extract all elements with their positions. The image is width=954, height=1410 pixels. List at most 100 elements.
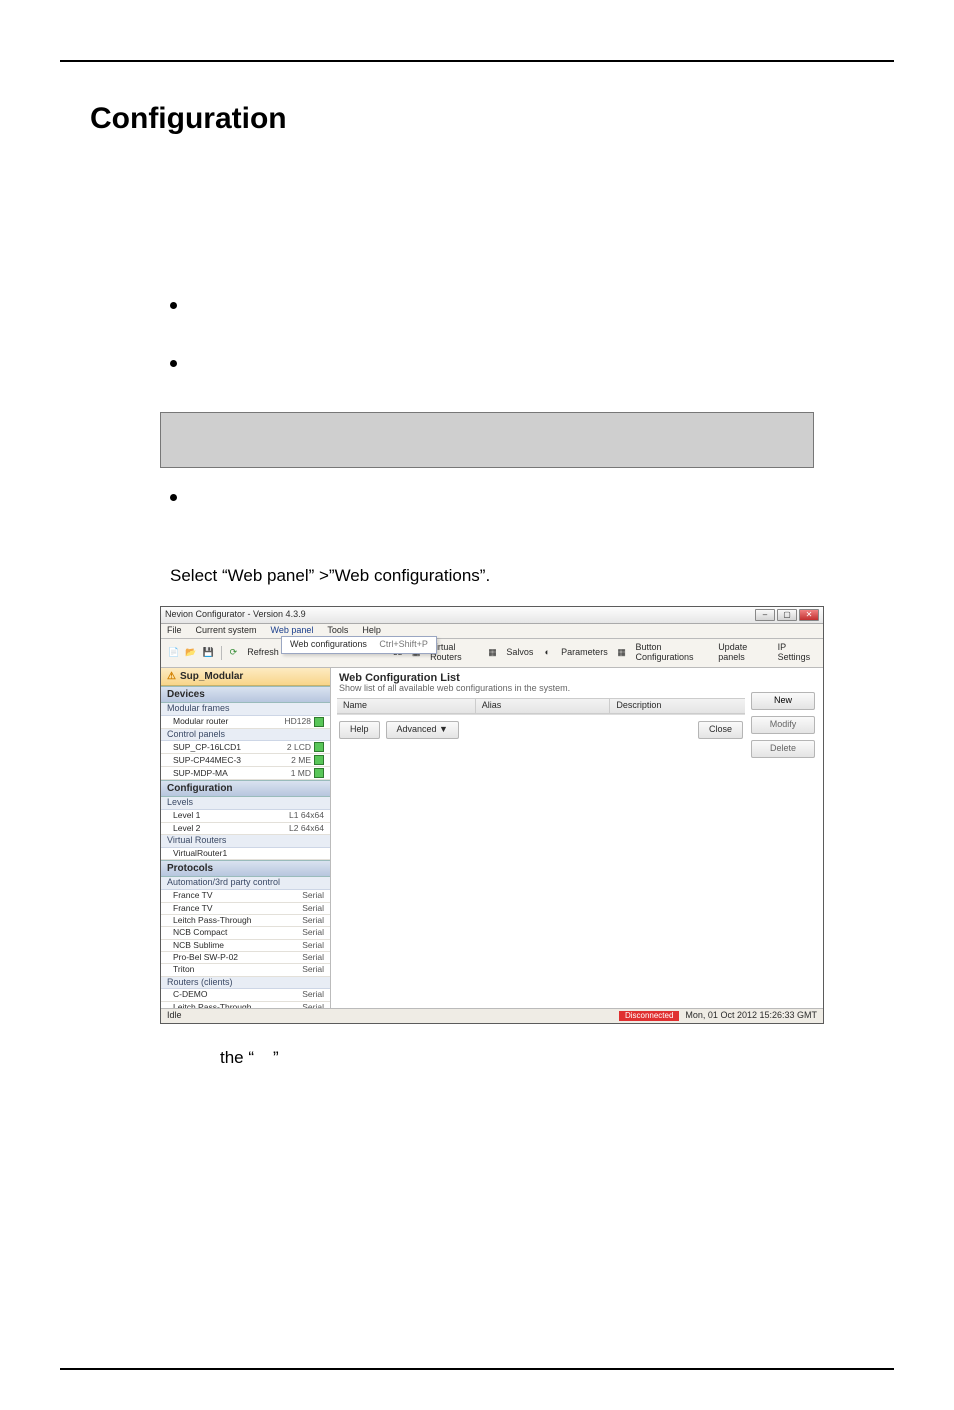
row-type: Serial [302,916,324,925]
menu-web-panel[interactable]: Web panel [271,626,314,636]
col-alias[interactable]: Alias [476,699,611,713]
app-body: ⚠ Sup_Modular Devices Modular frames Mod… [161,668,823,1008]
maximize-button[interactable]: ▢ [777,609,797,621]
row-name: SUP-MDP-MA [173,769,228,778]
table-row[interactable]: Level 1L1 64x64 [161,810,330,822]
menu-file[interactable]: File [167,626,182,636]
menu-help[interactable]: Help [362,626,381,636]
submenu-item[interactable]: Web configurations [290,639,367,649]
status-time: Mon, 01 Oct 2012 15:26:33 GMT [685,1011,817,1021]
pane-title: Web Configuration List [331,668,751,684]
toolbar-item[interactable]: Update panels [714,642,769,664]
status-disconnected: Disconnected [619,1011,679,1022]
pane-subtitle: Show list of all available web configura… [331,684,751,698]
main-pane: Web Configuration List Show list of all … [331,668,823,1008]
params-icon: ◐ [541,646,553,660]
grp-routers-clients[interactable]: Routers (clients) [161,977,330,990]
table-row[interactable]: Leitch Pass-Through Serial [161,915,330,927]
toolbar-item[interactable]: Parameters [557,647,612,659]
warning-icon: ⚠ [167,671,176,682]
close-pane-button[interactable]: Close [698,721,743,739]
table-row[interactable]: SUP_CP-16LCD1 2 LCD [161,741,330,754]
btncfg-icon: ▦ [616,646,628,660]
table-row[interactable]: TritonSerial [161,964,330,976]
toolbar-item[interactable]: IP Settings [774,642,817,664]
submenu-accel: Ctrl+Shift+P [379,639,428,649]
cat-devices[interactable]: Devices [161,686,330,703]
col-name[interactable]: Name [337,699,476,713]
row-type: Serial [302,1003,324,1008]
statusbar: Idle Disconnected Mon, 01 Oct 2012 15:26… [161,1008,823,1024]
row-type: HD128 [285,717,311,726]
row-name: C-DEMO [173,990,207,999]
modify-button[interactable]: Modify [751,716,815,734]
sb-row-modular-router[interactable]: Modular router HD128 [161,716,330,729]
refresh-icon[interactable]: ⟳ [227,646,239,660]
cat-protocols[interactable]: Protocols [161,860,330,877]
toolbar: 📄 📂 💾 ⟳ Refresh es ▦ Virtual Routers ▦ S… [161,639,823,668]
bullet-list-2 [170,488,864,516]
bullet-dot-icon [170,360,177,367]
grp-modular-frames[interactable]: Modular frames [161,703,330,716]
status-square-icon [314,755,324,765]
bullet-item [170,296,864,324]
page-content: Configuration Select “Web panel” >”Web c… [0,62,954,1068]
status-square-icon [314,717,324,727]
table-row[interactable]: Leitch Pass-ThroughSerial [161,1002,330,1008]
row-name: Leitch Pass-Through [173,916,251,925]
col-description[interactable]: Description [610,699,745,713]
advanced-button[interactable]: Advanced ▼ [386,721,459,739]
table-row[interactable]: C-DEMO Serial [161,989,330,1001]
grp-automation[interactable]: Automation/3rd party control [161,877,330,890]
row-type: 2 ME [291,756,311,765]
status-square-icon [314,742,324,752]
menu-current-system[interactable]: Current system [196,626,257,636]
table-row[interactable]: SUP-CP44MEC-32 ME [161,754,330,767]
table-row[interactable]: VirtualRouter1 [161,848,330,860]
save-icon[interactable]: 💾 [201,646,214,660]
table-row[interactable]: NCB CompactSerial [161,927,330,939]
delete-button[interactable]: Delete [751,740,815,758]
grp-control-panels[interactable]: Control panels [161,729,330,742]
status-square-icon [314,768,324,778]
footer-prefix: the “ [220,1048,254,1067]
row-name: Triton [173,965,194,974]
grp-virtual-routers[interactable]: Virtual Routers [161,835,330,848]
menu-tools[interactable]: Tools [327,626,348,636]
new-icon[interactable]: 📄 [167,646,180,660]
submenu-popup: Web configurations Ctrl+Shift+P [281,636,437,654]
table-row[interactable]: France TVSerial [161,890,330,902]
row-type: 2 LCD [287,743,311,752]
salvos-icon: ▦ [487,646,499,660]
table-row[interactable]: NCB SublimeSerial [161,940,330,952]
section-heading: Configuration [90,102,864,136]
toolbar-item[interactable]: Button Configurations [632,642,711,664]
refresh-label[interactable]: Refresh [243,647,283,659]
help-button[interactable]: Help [339,721,380,739]
new-button[interactable]: New [751,692,815,710]
close-button[interactable]: ✕ [799,609,819,621]
open-icon[interactable]: 📂 [184,646,197,660]
right-button-column: New Modify Delete [751,668,823,758]
cat-configuration[interactable]: Configuration [161,780,330,797]
grp-levels[interactable]: Levels [161,797,330,810]
row-type: L2 64x64 [289,824,324,833]
row-name: SUP_CP-16LCD1 [173,743,241,752]
toolbar-item[interactable]: Salvos [502,647,537,659]
row-name: France TV [173,904,213,913]
table-row[interactable]: Pro-Bel SW-P-02Serial [161,952,330,964]
table-row[interactable]: SUP-MDP-MA1 MD [161,767,330,780]
table-row[interactable]: Level 2L2 64x64 [161,823,330,835]
minimize-button[interactable]: – [755,609,775,621]
window-title: Nevion Configurator - Version 4.3.9 [165,610,306,620]
bottom-rule [60,1368,894,1370]
table-body-empty [337,714,745,715]
row-type: Serial [302,928,324,937]
row-type: L1 64x64 [289,811,324,820]
row-type: Serial [302,990,324,999]
row-type: Serial [302,953,324,962]
table-row[interactable]: France TVSerial [161,903,330,915]
row-type: Serial [302,891,324,900]
app-window: Nevion Configurator - Version 4.3.9 – ▢ … [160,606,824,1024]
footer-text: the “ ” [220,1048,864,1068]
